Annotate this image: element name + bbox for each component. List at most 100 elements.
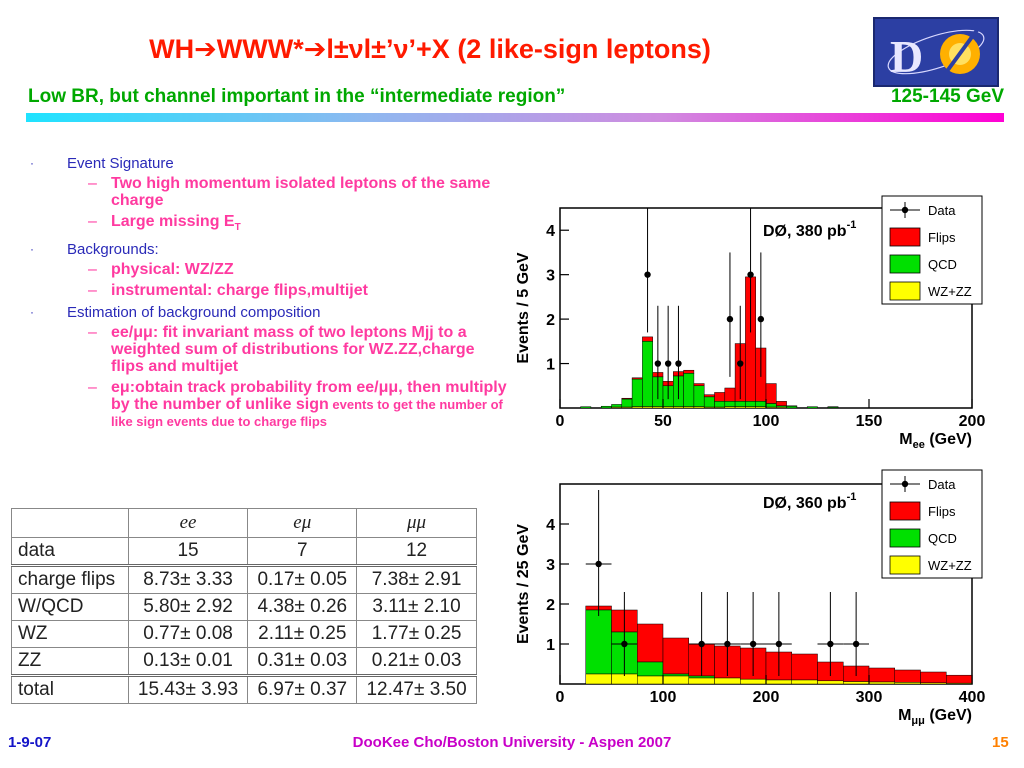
title-decay: l±νl±’ν’+X [326,34,450,64]
wzzz-bar [920,682,947,685]
qcd-bar [683,373,695,407]
data-point [724,640,731,648]
bullet-event-signature: · Event Signature [30,155,174,172]
legend-swatch [889,254,921,274]
wzzz-bar [714,677,741,685]
data-point [737,360,744,367]
data-point [621,640,628,648]
x-tick-label: 0 [556,413,565,430]
dzero-logo: D DØ [873,17,999,87]
sub-bullet: – eμ:obtain track probability from ee/μμ,… [88,379,507,430]
data-point [675,360,682,367]
wzzz-bar [868,681,895,685]
x-axis-label: Mee (GeV) [899,431,972,451]
y-axis-label: Events / 25 GeV [515,524,532,644]
data-point [775,640,783,648]
qcd-bar [765,403,777,408]
flips-bar [693,383,705,387]
table-cell: 0.31± 0.03 [247,647,358,676]
table-row: ZZ 0.13± 0.01 0.31± 0.03 0.21± 0.03 [11,647,477,676]
qcd-bar [642,341,653,407]
qcd-bar [580,406,592,409]
background-table: ee eμ μμ data 15 7 12 charge flips 8.73±… [11,508,477,704]
y-axis-label: Events / 5 GeV [515,252,532,363]
flips-bar [724,387,736,402]
wzzz-bar [894,682,921,685]
flips-bar [642,336,653,342]
table-cell: 0.21± 0.03 [356,647,477,676]
table-header-row: ee eμ μμ [11,508,477,538]
sub-bullet: – Large missing ET [88,213,241,234]
legend-swatch [889,528,921,548]
table-header-cell: eμ [247,508,358,538]
wzzz-bar [703,406,715,409]
table-cell: 15.43± 3.93 [127,674,249,704]
table-cell: 3.11± 2.10 [356,593,477,621]
sub-bullet: – Two high momentum isolated leptons of t… [88,175,491,209]
page-number: 15 [992,734,1009,751]
table-cell: 7.38± 2.91 [356,564,477,594]
legend-label: Flips [928,504,956,519]
qcd-bar [755,401,767,407]
qcd-bar [662,673,689,677]
y-tick-label: 4 [546,517,555,534]
wzzz-bar [817,680,844,685]
gradient-rule [26,113,1004,122]
flips-bar [946,674,973,684]
qcd-bar [714,401,726,408]
table-cell: ZZ [11,647,129,676]
legend-label: Flips [928,230,956,245]
slide-subtitle: Low BR, but channel important in the “in… [28,86,1004,108]
qcd-bar [734,401,746,407]
flips-bar [703,394,715,398]
legend-label: Data [928,477,956,492]
wzzz-bar [693,406,705,409]
y-tick-label: 2 [546,597,555,614]
y-tick-label: 3 [546,268,555,285]
table-cell: 0.13± 0.01 [127,647,249,676]
table-header-cell [11,508,129,538]
legend-data-marker [901,206,909,214]
qcd-bar [621,398,633,408]
wzzz-bar [673,406,684,409]
table-header-cell: μμ [356,508,477,538]
table-cell: 8.73± 3.33 [127,564,249,594]
legend-swatch [889,227,921,247]
legend-swatch [889,281,921,301]
data-point [852,640,860,648]
x-tick-label: 400 [959,689,986,706]
qcd-bar [703,396,715,408]
data-point [747,271,754,278]
wzzz-bar [631,406,643,409]
legend-label: QCD [928,531,957,546]
table-cell: 4.38± 0.26 [247,593,358,621]
x-tick-label: 50 [654,413,672,430]
legend-label: WZ+ZZ [928,284,972,299]
subtitle-right: 125-145 GeV [890,86,1004,107]
y-tick-label: 4 [546,223,555,240]
wzzz-bar [765,679,792,685]
wzzz-bar [734,406,746,409]
flips-bar [683,369,695,374]
arrow-icon: ➔ [194,34,217,64]
flips-bar [765,383,777,404]
legend-data-marker [901,480,909,488]
table-total-row: total 15.43± 3.93 6.97± 0.37 12.47± 3.50 [11,674,477,704]
sub-bullet: – instrumental: charge flips,multijet [88,282,368,300]
arrow-icon: ➔ [303,34,327,64]
y-tick-label: 3 [546,557,555,574]
y-tick-label: 1 [546,357,555,374]
table-cell: 0.17± 0.05 [247,564,358,594]
wzzz-bar [688,677,715,685]
flips-bar [637,623,664,663]
wzzz-bar [791,679,818,685]
bullet-list: · Event Signature – Two high momentum isol… [30,154,510,434]
wzzz-bar [776,406,787,409]
qcd-bar [585,609,612,675]
wzzz-bar [946,682,973,685]
wzzz-bar [683,406,695,409]
luminosity-annotation: DØ, 380 pb-1 [763,219,856,240]
mee-histogram: 0 50 100 150 200 1 2 3 4 Events / 5 GeV Mee (GeV) D… [515,195,985,451]
y-tick-label: 1 [546,637,555,654]
slide-title: WH➔WWW*➔l±νl±’ν’+X (2 like-sign leptons) [0,34,860,65]
